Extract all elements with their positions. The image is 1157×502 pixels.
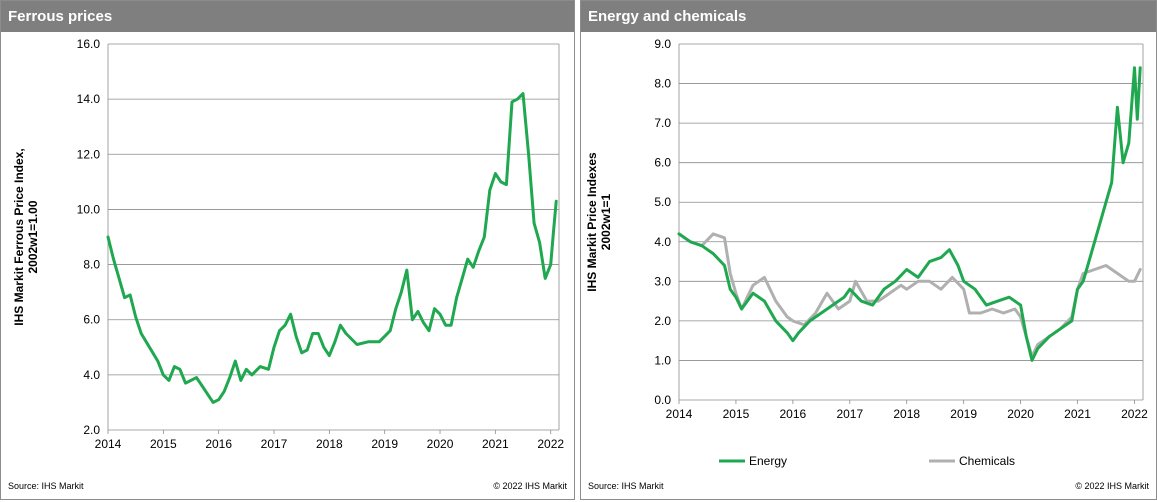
y-axis-label-line: 2002w1=1.00 (26, 200, 40, 273)
y-tick-label: 16.0 (77, 37, 101, 51)
y-axis-label: IHS Markit Price Indexes2002w1=1 (585, 152, 613, 292)
y-axis-label: IHS Markit Ferrous Price Index,2002w1=1.… (12, 148, 40, 325)
energy-chemicals-panel: Energy and chemicals 0.0 1.0 2.0 3.0 4.0 5.0 6… (580, 0, 1157, 500)
y-tick-label: 8.0 (654, 77, 671, 91)
x-tick-label: 2019 (950, 407, 977, 421)
panel-header: Ferrous prices (1, 1, 574, 32)
y-axis-label-line: 2002w1=1 (599, 193, 613, 250)
legend-label-energy: Energy (749, 454, 787, 468)
y-tick-label: 9.0 (654, 37, 671, 51)
copyright-note: © 2022 IHS Markit (493, 481, 567, 491)
x-tick-label: 2015 (723, 407, 750, 421)
x-tick-label: 2020 (1007, 407, 1034, 421)
ferrous-prices-panel: Ferrous prices 2.0 4.0 6.0 8.0 10.0 12.0 14.0 1… (0, 0, 575, 500)
series-line-ferrous (106, 92, 558, 404)
y-tick-label: 12.0 (77, 147, 101, 161)
y-tick-label: 1.0 (654, 353, 671, 367)
y-tick-label: 7.0 (654, 116, 671, 130)
x-tick-label: 2021 (1064, 407, 1091, 421)
x-tick-label: 2014 (95, 437, 122, 451)
x-tick-label: 2014 (666, 407, 693, 421)
x-tick-label: 2016 (205, 437, 232, 451)
x-tick-label: 2018 (316, 437, 343, 451)
y-tick-label: 2.0 (654, 314, 671, 328)
x-tick-label: 2018 (893, 407, 920, 421)
panel-title: Ferrous prices (8, 8, 113, 25)
x-tick-label: 2017 (261, 437, 288, 451)
y-axis-label-line: IHS Markit Ferrous Price Index, (12, 148, 26, 325)
legend-label-chemicals: Chemicals (959, 454, 1015, 468)
ferrous-chart: 2.0 4.0 6.0 8.0 10.0 12.0 14.0 16.0 2014 2015 2016… (12, 37, 564, 451)
x-tick-label: 2020 (427, 437, 454, 451)
x-tick-label: 2022 (1121, 407, 1148, 421)
copyright-note: © 2022 IHS Markit (1075, 481, 1149, 491)
x-tick-label: 2016 (780, 407, 807, 421)
x-tick-label: 2015 (150, 437, 177, 451)
y-tick-label: 6.0 (654, 156, 671, 170)
source-note: Source: IHS Markit (588, 481, 664, 491)
panel-title: Energy and chemicals (588, 8, 747, 25)
energy-chemicals-chart: 0.0 1.0 2.0 3.0 4.0 5.0 6.0 7.0 8.0 9.0 2014 2015 20… (585, 37, 1148, 468)
x-tick-label: 2017 (836, 407, 863, 421)
y-tick-label: 0.0 (654, 393, 671, 407)
y-tick-label: 3.0 (654, 274, 671, 288)
x-tick-label: 2019 (371, 437, 398, 451)
source-note: Source: IHS Markit (8, 481, 84, 491)
y-tick-label: 10.0 (77, 202, 101, 216)
y-tick-label: 4.0 (83, 368, 100, 382)
panel-header: Energy and chemicals (581, 1, 1156, 32)
y-axis-label-line: IHS Markit Price Indexes (585, 152, 599, 292)
y-tick-label: 4.0 (654, 235, 671, 249)
series-line-chemicals (677, 232, 1142, 358)
x-tick-label: 2021 (482, 437, 509, 451)
series-line-energy (677, 66, 1142, 362)
y-tick-label: 8.0 (83, 258, 100, 272)
y-tick-label: 2.0 (83, 423, 100, 437)
y-tick-label: 5.0 (654, 195, 671, 209)
y-tick-label: 14.0 (77, 92, 101, 106)
x-tick-label: 2022 (537, 437, 564, 451)
y-tick-label: 6.0 (83, 313, 100, 327)
